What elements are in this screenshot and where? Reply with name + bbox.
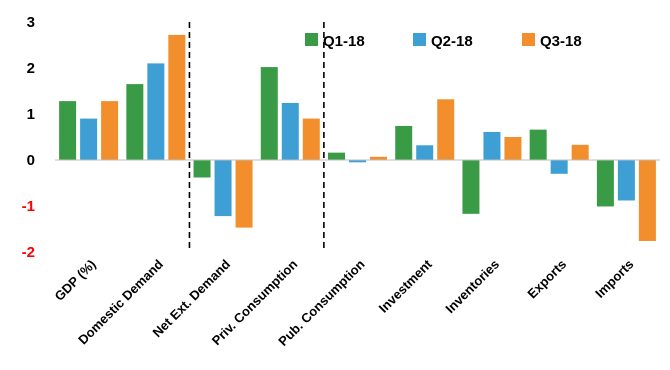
bar-q2-18-1 (147, 63, 165, 160)
x-tick-label: Imports (592, 257, 636, 301)
y-tick-label: 2 (27, 60, 35, 77)
bar-q1-18-6 (462, 160, 480, 214)
y-tick-label: 3 (27, 14, 35, 31)
bar-q3-18-0 (101, 101, 119, 160)
bar-q3-18-4 (370, 156, 387, 160)
bar-q2-18-8 (617, 160, 635, 201)
legend-swatch-q3-18 (522, 33, 535, 46)
legend-swatch-q2-18 (413, 33, 426, 46)
bar-q3-18-2 (235, 160, 253, 228)
y-tick-label: 1 (27, 106, 35, 123)
bar-q3-18-3 (302, 118, 320, 160)
legend-swatch-q1-18 (305, 33, 318, 46)
bar-q1-18-1 (126, 84, 144, 160)
x-tick-label: Investment (376, 256, 436, 316)
bar-q3-18-6 (504, 137, 522, 160)
bar-q3-18-7 (571, 144, 589, 160)
y-tick-label: 0 (27, 152, 35, 169)
bar-q2-18-7 (550, 160, 568, 174)
y-axis-ticks: 3 2 1 0 -1 -2 (22, 14, 35, 261)
bar-q1-18-3 (260, 67, 278, 160)
bar-q3-18-8 (638, 160, 656, 241)
y-tick-label: -1 (22, 198, 35, 215)
bars (59, 34, 656, 241)
y-tick-label: -2 (22, 244, 35, 261)
x-tick-label: Inventories (442, 257, 502, 317)
bar-q3-18-5 (437, 99, 455, 160)
x-tick-label: GDP (%) (52, 257, 99, 304)
bar-q2-18-5 (416, 145, 434, 160)
bar-q2-18-2 (214, 160, 232, 217)
bar-q2-18-6 (483, 131, 501, 160)
bar-q2-18-4 (349, 160, 366, 163)
bar-q2-18-3 (281, 102, 299, 160)
separators (188, 22, 325, 252)
x-tick-label: Exports (524, 257, 569, 302)
bar-q3-18-1 (168, 34, 186, 160)
bar-q1-18-8 (596, 160, 614, 207)
bar-q1-18-4 (328, 152, 345, 160)
bar-q2-18-0 (80, 118, 98, 160)
bar-q1-18-2 (193, 160, 211, 178)
bar-q1-18-7 (529, 129, 547, 160)
legend-label-q2-18: Q2-18 (431, 33, 473, 50)
legend: Q1-18 Q2-18 Q3-18 (305, 33, 582, 50)
legend-label-q3-18: Q3-18 (540, 33, 582, 50)
legend-label-q1-18: Q1-18 (323, 33, 365, 50)
bar-q1-18-5 (395, 125, 413, 160)
bar-q1-18-0 (59, 101, 77, 160)
